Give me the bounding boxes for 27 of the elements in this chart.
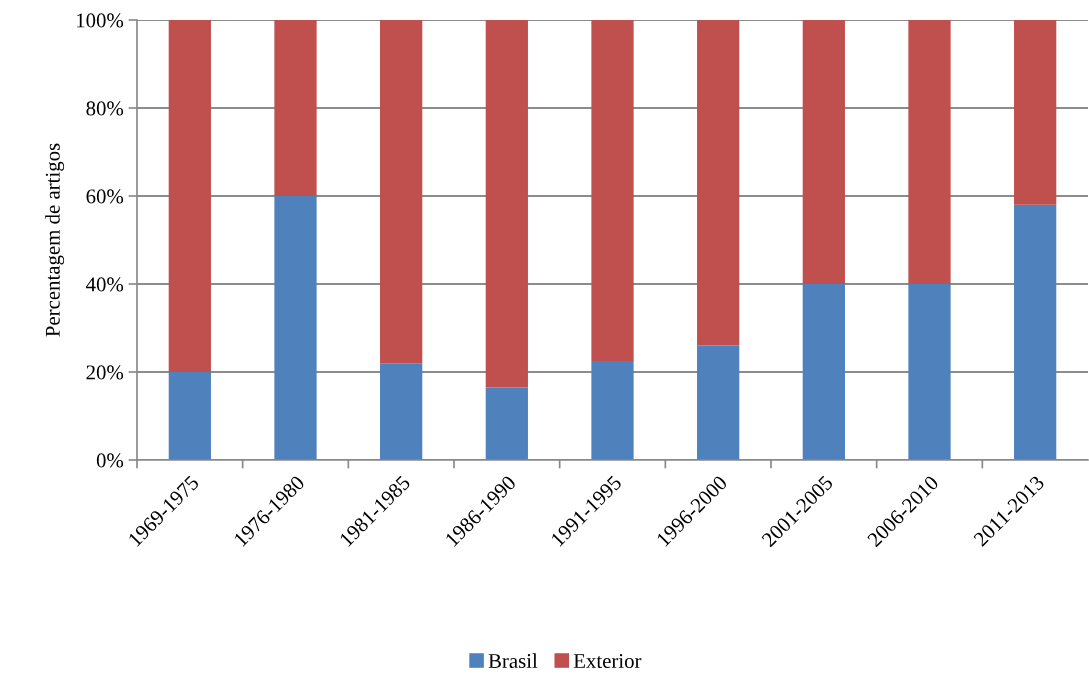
bar [697, 345, 740, 460]
bar [802, 284, 845, 460]
y-tick-label: 40% [86, 277, 124, 292]
bar [168, 20, 211, 372]
bar [802, 20, 845, 284]
legend-label: Brasil [488, 653, 538, 669]
bar [1014, 20, 1057, 205]
bar [697, 20, 740, 346]
y-tick-label: 60% [86, 189, 124, 204]
y-tick-label: 0% [96, 453, 124, 468]
y-tick-label: 100% [77, 13, 124, 28]
bar [168, 372, 211, 460]
bar [380, 363, 423, 460]
bar [274, 196, 317, 460]
y-tick-label: 80% [86, 101, 124, 116]
bar [380, 20, 423, 364]
bar [908, 284, 951, 460]
bar [591, 20, 634, 361]
bar [1014, 204, 1057, 460]
bar [485, 387, 528, 460]
bar [908, 20, 951, 284]
bar [591, 361, 634, 460]
y-tick-label: 20% [86, 365, 124, 380]
bar [274, 20, 317, 196]
y-axis-title: Percentagem de artigos [45, 143, 65, 337]
legend-label: Exterior [573, 654, 642, 669]
bar [485, 20, 528, 388]
